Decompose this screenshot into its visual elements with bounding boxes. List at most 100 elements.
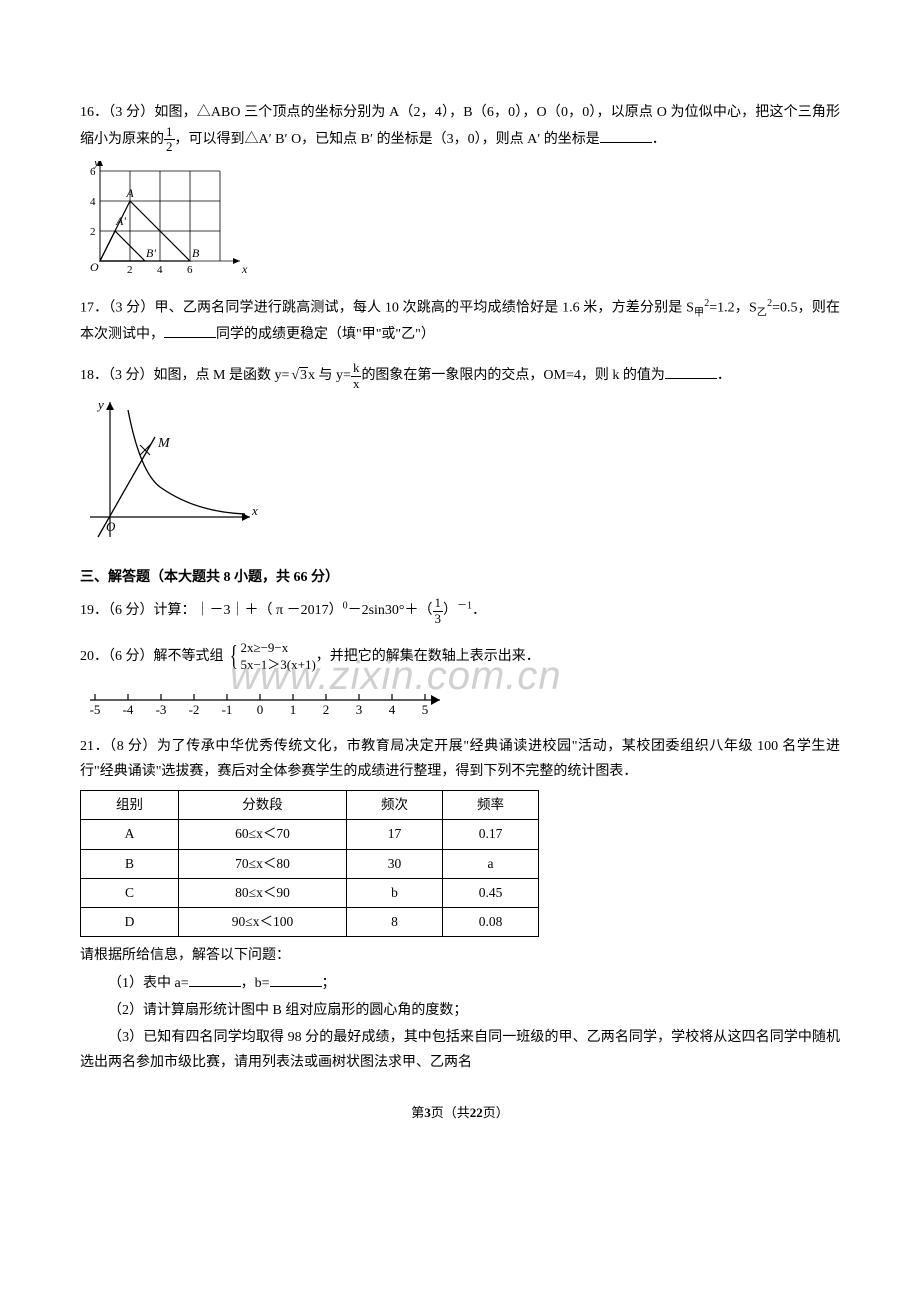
fraction-1-over-3: 13 — [433, 596, 444, 626]
svg-text:2: 2 — [127, 264, 133, 276]
fraction-half: 12 — [164, 125, 175, 155]
frequency-table: 组别 分数段 频次 频率 A60≤x＜70170.17B70≤x＜8030aC8… — [80, 790, 539, 937]
table-cell: A — [81, 820, 179, 849]
question-17: 17．（3 分）甲、乙两名同学进行跳高测试，每人 10 次跳高的平均成绩恰好是 … — [80, 295, 840, 348]
svg-text:-4: -4 — [123, 702, 134, 717]
ineq-line1: 2x≥−9−x — [240, 640, 315, 657]
q16-suffix: ． — [652, 132, 666, 147]
table-cell: 0.45 — [443, 878, 539, 907]
svg-text:-3: -3 — [156, 702, 167, 717]
svg-text:A': A' — [115, 214, 126, 228]
svg-text:B': B' — [146, 246, 156, 260]
table-cell: 70≤x＜80 — [179, 849, 347, 878]
svg-text:O: O — [90, 260, 99, 274]
svg-text:3: 3 — [356, 702, 363, 717]
table-header-row: 组别 分数段 频次 频率 — [81, 790, 539, 819]
blank-b — [270, 972, 322, 987]
table-cell: 60≤x＜70 — [179, 820, 347, 849]
question-19: 19．（6 分）计算：｜－3｜＋（ π －2017）0－2sin30°＋（13）… — [80, 596, 840, 626]
footer-mid: 页（共 — [431, 1105, 470, 1120]
table-cell: a — [443, 849, 539, 878]
q19-suffix: ． — [472, 603, 486, 618]
sub1-mid: ，b= — [241, 976, 270, 991]
footer-total: 22 — [470, 1105, 483, 1120]
blank-answer — [164, 324, 216, 339]
svg-text:-2: -2 — [189, 702, 200, 717]
q21-para1: 21．（8 分）为了传承中华优秀传统文化，市教育局决定开展"经典诵读进校园"活动… — [80, 734, 840, 784]
brace-system: { 2x≥−9−x 5x−1＞3(x+1) — [227, 640, 316, 674]
q18-after-sqrt: x 与 y= — [308, 368, 351, 383]
svg-text:x: x — [241, 262, 248, 276]
svg-text:y: y — [96, 397, 104, 412]
frac-num: 1 — [164, 125, 175, 140]
table-cell: 17 — [347, 820, 443, 849]
q19-text: 19．（6 分）计算：｜－3｜＋（ π －2017）0－2sin30°＋（13）… — [80, 596, 840, 626]
sqrt-3-icon: √3 — [289, 363, 308, 388]
frac-den: x — [351, 377, 362, 391]
svg-text:O: O — [106, 519, 116, 534]
q19-mid2: ） — [443, 603, 457, 618]
table-cell: b — [347, 878, 443, 907]
svg-text:6: 6 — [187, 264, 193, 276]
svg-text:1: 1 — [290, 702, 297, 717]
q20-pre: 20．（6 分）解不等式组 — [80, 649, 224, 664]
table-cell: D — [81, 908, 179, 937]
q16-text: 16．（3 分）如图，△ABO 三个顶点的坐标分别为 A（2，4），B（6，0）… — [80, 100, 840, 155]
q21-sub1: （1）表中 a= ，b= ； — [80, 971, 840, 996]
table-cell: 0.17 — [443, 820, 539, 849]
svg-text:4: 4 — [90, 196, 96, 208]
th-count: 频次 — [347, 790, 443, 819]
svg-text:-5: -5 — [90, 702, 101, 717]
table-cell: B — [81, 849, 179, 878]
table-cell: 80≤x＜90 — [179, 878, 347, 907]
q17-a: 17．（3 分）甲、乙两名同学进行跳高测试，每人 10 次跳高的平均成绩恰好是 … — [80, 300, 694, 315]
footer-pre: 第 — [411, 1105, 424, 1120]
svg-text:x: x — [251, 503, 258, 518]
q20-tail: ，并把它的解集在数轴上表示出来． — [316, 649, 540, 664]
sub-yi: 乙 — [757, 307, 767, 318]
table-row: B70≤x＜8030a — [81, 849, 539, 878]
table-cell: 8 — [347, 908, 443, 937]
q17-eq1: =1.2，S — [709, 300, 757, 315]
q21-sub2: （2）请计算扇形统计图中 B 组对应扇形的圆心角的度数； — [80, 998, 840, 1023]
table-cell: 90≤x＜100 — [179, 908, 347, 937]
sub1-suf: ； — [322, 976, 336, 991]
th-group: 组别 — [81, 790, 179, 819]
table-row: A60≤x＜70170.17 — [81, 820, 539, 849]
q18-mid: 的图象在第一象限内的交点，OM=4，则 k 的值为 — [361, 368, 664, 383]
svg-text:A: A — [125, 186, 134, 200]
q18-suffix: ． — [717, 368, 731, 383]
ineq-line2: 5x−1＞3(x+1) — [240, 657, 315, 674]
th-range: 分数段 — [179, 790, 347, 819]
footer-suf: 页） — [483, 1105, 509, 1120]
question-16: 16．（3 分）如图，△ABO 三个顶点的坐标分别为 A（2，4），B（6，0）… — [80, 100, 840, 281]
sqrt-arg: 3 — [299, 367, 308, 383]
q16-grid-graph: A A' B' B O y x 2 4 6 2 4 6 — [80, 161, 250, 281]
blank-answer — [600, 129, 652, 144]
frac-num: 1 — [433, 596, 444, 611]
number-line: -5-4-3-2-1012345 — [80, 680, 460, 720]
frac-den: 2 — [164, 140, 175, 154]
frac-num: k — [351, 361, 362, 376]
q18-pre: 18．（3 分）如图，点 M 是函数 y= — [80, 368, 289, 383]
frac-den: 3 — [433, 612, 444, 626]
fraction-k-over-x: kx — [351, 361, 362, 391]
table-cell: 0.08 — [443, 908, 539, 937]
blank-a — [189, 972, 241, 987]
q17-tail: 同学的成绩更稳定（填"甲"或"乙"） — [216, 327, 435, 342]
table-cell: C — [81, 878, 179, 907]
svg-text:0: 0 — [257, 702, 264, 717]
q20-text: 20．（6 分）解不等式组 { 2x≥−9−x 5x−1＞3(x+1) ，并把它… — [80, 640, 840, 674]
q21-post: 请根据所给信息，解答以下问题： — [80, 943, 840, 968]
svg-text:2: 2 — [323, 702, 330, 717]
sub1-pre: （1）表中 a= — [108, 976, 189, 991]
sup-neg1: －1 — [457, 601, 472, 612]
svg-text:5: 5 — [422, 702, 429, 717]
table-row: D90≤x＜10080.08 — [81, 908, 539, 937]
page-footer: 第3页（共22页） — [80, 1101, 840, 1124]
svg-text:-1: -1 — [222, 702, 233, 717]
q19-pre: 19．（6 分）计算：｜－3｜＋（ π －2017） — [80, 603, 343, 618]
question-21: 21．（8 分）为了传承中华优秀传统文化，市教育局决定开展"经典诵读进校园"活动… — [80, 734, 840, 1076]
table-cell: 30 — [347, 849, 443, 878]
svg-text:4: 4 — [157, 264, 163, 276]
